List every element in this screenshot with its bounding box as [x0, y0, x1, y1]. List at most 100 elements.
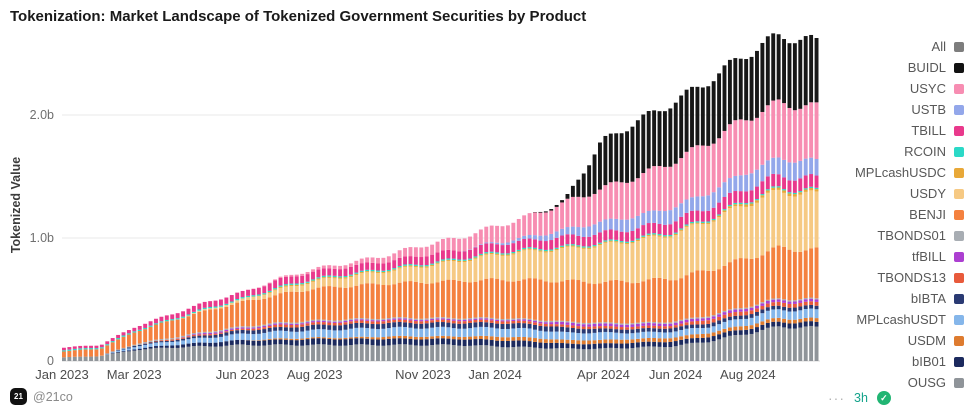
bar-segment-MPLcashUSDT[interactable] [327, 329, 332, 338]
bar-segment-USTB[interactable] [484, 242, 489, 244]
bar-segment-TBONDS13[interactable] [446, 320, 451, 323]
bar-segment-bIB01[interactable] [468, 339, 472, 346]
bar-segment-bIBTA[interactable] [289, 327, 294, 332]
bar-segment-BENJI[interactable] [311, 289, 315, 320]
bar-segment-USDM[interactable] [549, 339, 554, 343]
bar-segment-TBONDS13[interactable] [511, 321, 516, 324]
bar-segment-OUSG[interactable] [700, 342, 705, 361]
bar-segment-RCOIN[interactable] [598, 242, 602, 244]
bar-segment-USDM[interactable] [343, 337, 348, 340]
bar-segment-USTB[interactable] [776, 157, 781, 175]
bar-segment-bIB01[interactable] [376, 339, 380, 346]
bar-segment-MPLcashUSDT[interactable] [451, 328, 456, 337]
bar-segment-BENJI[interactable] [186, 316, 191, 335]
bar-segment-bIBTA[interactable] [327, 325, 332, 330]
bar-segment-tfBILL[interactable] [462, 319, 467, 322]
bar-segment-USDM[interactable] [376, 337, 380, 340]
bar-segment-TBONDS01[interactable] [354, 318, 359, 320]
bar-segment-MPLcashUSDC[interactable] [560, 246, 565, 249]
bar-segment-bIBTA[interactable] [511, 323, 516, 329]
bar-segment-TBILL[interactable] [587, 236, 592, 247]
bar-segment-bIB01[interactable] [511, 340, 516, 348]
bar-segment-OUSG[interactable] [273, 344, 278, 361]
bar-segment-USDY[interactable] [489, 254, 494, 279]
bar-segment-TBONDS01[interactable] [370, 318, 375, 321]
bar-segment-TBONDS01[interactable] [327, 320, 332, 322]
bar-segment-BENJI[interactable] [435, 282, 440, 318]
bar-segment-BUIDL[interactable] [782, 39, 786, 104]
bar-segment-TBILL[interactable] [625, 232, 629, 242]
bar-segment-bIBTA[interactable] [403, 322, 407, 327]
bar-segment-OUSG[interactable] [348, 345, 353, 361]
bar-segment-RCOIN[interactable] [251, 295, 256, 297]
bar-segment-OUSG[interactable] [570, 348, 575, 361]
bar-segment-USDM[interactable] [267, 338, 272, 340]
bar-segment-TBONDS01[interactable] [446, 317, 451, 319]
bar-segment-MPLcashUSDC[interactable] [554, 248, 559, 251]
bar-segment-RCOIN[interactable] [283, 284, 288, 286]
bar-segment-TBONDS13[interactable] [522, 320, 527, 324]
bar-segment-TBONDS13[interactable] [386, 320, 391, 323]
bar-segment-USYC[interactable] [511, 222, 516, 241]
bar-segment-USDM[interactable] [706, 333, 711, 338]
bar-segment-USYC[interactable] [608, 182, 613, 219]
bar-segment-MPLcashUSDT[interactable] [403, 326, 407, 336]
bar-segment-MPLcashUSDT[interactable] [116, 350, 121, 352]
bar-segment-BENJI[interactable] [67, 350, 72, 357]
bar-segment-USDM[interactable] [359, 336, 364, 339]
bar-segment-BENJI[interactable] [635, 282, 640, 323]
bar-segment-TBONDS01[interactable] [175, 337, 180, 339]
bar-segment-TBILL[interactable] [392, 260, 397, 269]
bar-segment-bIB01[interactable] [278, 339, 283, 345]
bar-segment-OUSG[interactable] [625, 348, 629, 361]
bar-segment-USDY[interactable] [343, 278, 348, 288]
bar-segment-BENJI[interactable] [581, 281, 586, 323]
bar-segment-USDM[interactable] [462, 336, 467, 340]
bar-segment-USDY[interactable] [365, 272, 370, 284]
bar-segment-BENJI[interactable] [641, 281, 646, 323]
bar-segment-MPLcashUSDC[interactable] [543, 251, 548, 253]
bar-segment-RCOIN[interactable] [554, 247, 559, 249]
bar-segment-USYC[interactable] [267, 282, 272, 284]
bar-segment-bIB01[interactable] [202, 342, 207, 347]
bar-segment-USYC[interactable] [365, 257, 370, 263]
legend-item-tfBILL[interactable]: tfBILL [912, 250, 964, 264]
bar-segment-MPLcashUSDC[interactable] [533, 249, 537, 251]
bar-segment-BENJI[interactable] [727, 262, 732, 310]
bar-segment-bIB01[interactable] [132, 349, 137, 351]
bar-segment-USDY[interactable] [635, 240, 640, 283]
bar-segment-tfBILL[interactable] [202, 333, 207, 335]
bar-segment-TBONDS13[interactable] [635, 326, 640, 329]
bar-segment-MPLcashUSDT[interactable] [668, 332, 673, 339]
bar-segment-MPLcashUSDC[interactable] [386, 271, 391, 273]
bar-segment-MPLcashUSDC[interactable] [695, 222, 700, 224]
bar-segment-OUSG[interactable] [381, 345, 386, 361]
bar-segment-MPLcashUSDT[interactable] [505, 328, 510, 338]
bar-segment-TBONDS01[interactable] [430, 317, 435, 319]
bar-segment-USDY[interactable] [814, 191, 819, 248]
bar-segment-tfBILL[interactable] [332, 321, 337, 323]
bar-segment-tfBILL[interactable] [614, 324, 619, 327]
bar-segment-BENJI[interactable] [262, 298, 267, 325]
bar-segment-MPLcashUSDC[interactable] [608, 240, 613, 242]
bar-segment-RCOIN[interactable] [652, 233, 657, 235]
bar-segment-USDY[interactable] [413, 267, 418, 282]
bar-segment-MPLcashUSDT[interactable] [792, 311, 797, 320]
bar-segment-USTB[interactable] [549, 233, 554, 241]
bar-segment-tfBILL[interactable] [533, 320, 537, 323]
bar-segment-MPLcashUSDC[interactable] [798, 192, 803, 195]
legend-item-USYC[interactable]: USYC [910, 82, 964, 96]
bar-segment-OUSG[interactable] [240, 344, 245, 361]
bar-segment-RCOIN[interactable] [126, 333, 131, 335]
bar-segment-TBONDS01[interactable] [722, 310, 727, 313]
bar-segment-USYC[interactable] [662, 166, 667, 212]
bar-segment-MPLcashUSDC[interactable] [376, 271, 380, 274]
bar-segment-RCOIN[interactable] [224, 303, 229, 306]
bar-segment-BENJI[interactable] [679, 278, 684, 320]
bar-segment-TBILL[interactable] [722, 196, 727, 210]
bar-segment-OUSG[interactable] [386, 345, 391, 361]
bar-segment-TBONDS13[interactable] [733, 312, 738, 316]
bar-segment-BENJI[interactable] [673, 280, 678, 322]
bar-segment-TBILL[interactable] [576, 235, 581, 246]
bar-segment-MPLcashUSDT[interactable] [294, 331, 299, 339]
